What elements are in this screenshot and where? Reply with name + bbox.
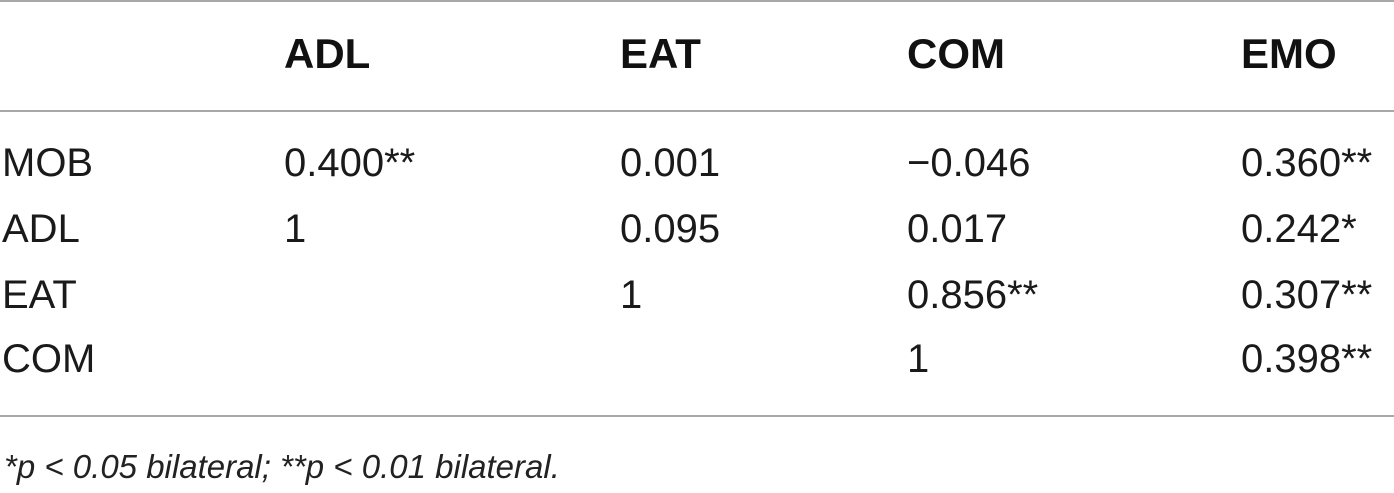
table-cell: 1 (284, 207, 307, 251)
table-bottom-rule (0, 415, 1394, 417)
column-header-com: COM (907, 30, 1005, 77)
column-header-eat: EAT (620, 30, 701, 77)
table-cell: 0.398** (1241, 337, 1373, 381)
table-cell: 0.400** (284, 141, 416, 185)
table-cell: −0.046 (907, 141, 1031, 185)
table-cell: 1 (620, 273, 643, 317)
column-header-adl: ADL (284, 30, 371, 77)
row-label: COM (2, 337, 96, 381)
row-label: EAT (2, 273, 77, 317)
table-cell: 0.360** (1241, 141, 1373, 185)
table-cell: 0.001 (620, 141, 721, 185)
column-header-emo: EMO (1241, 30, 1337, 77)
row-label: MOB (2, 141, 94, 185)
table-cell: 0.856** (907, 273, 1039, 317)
table-cell: 1 (907, 337, 930, 381)
row-label: ADL (2, 207, 80, 251)
table-cell: 0.095 (620, 207, 721, 251)
table-header-rule (0, 110, 1394, 112)
table-cell: 0.307** (1241, 273, 1373, 317)
table-cell: 0.017 (907, 207, 1008, 251)
table-cell: 0.242* (1241, 207, 1357, 251)
table-footnote: *p < 0.05 bilateral; **p < 0.01 bilatera… (4, 448, 560, 485)
table-top-rule (0, 0, 1394, 2)
